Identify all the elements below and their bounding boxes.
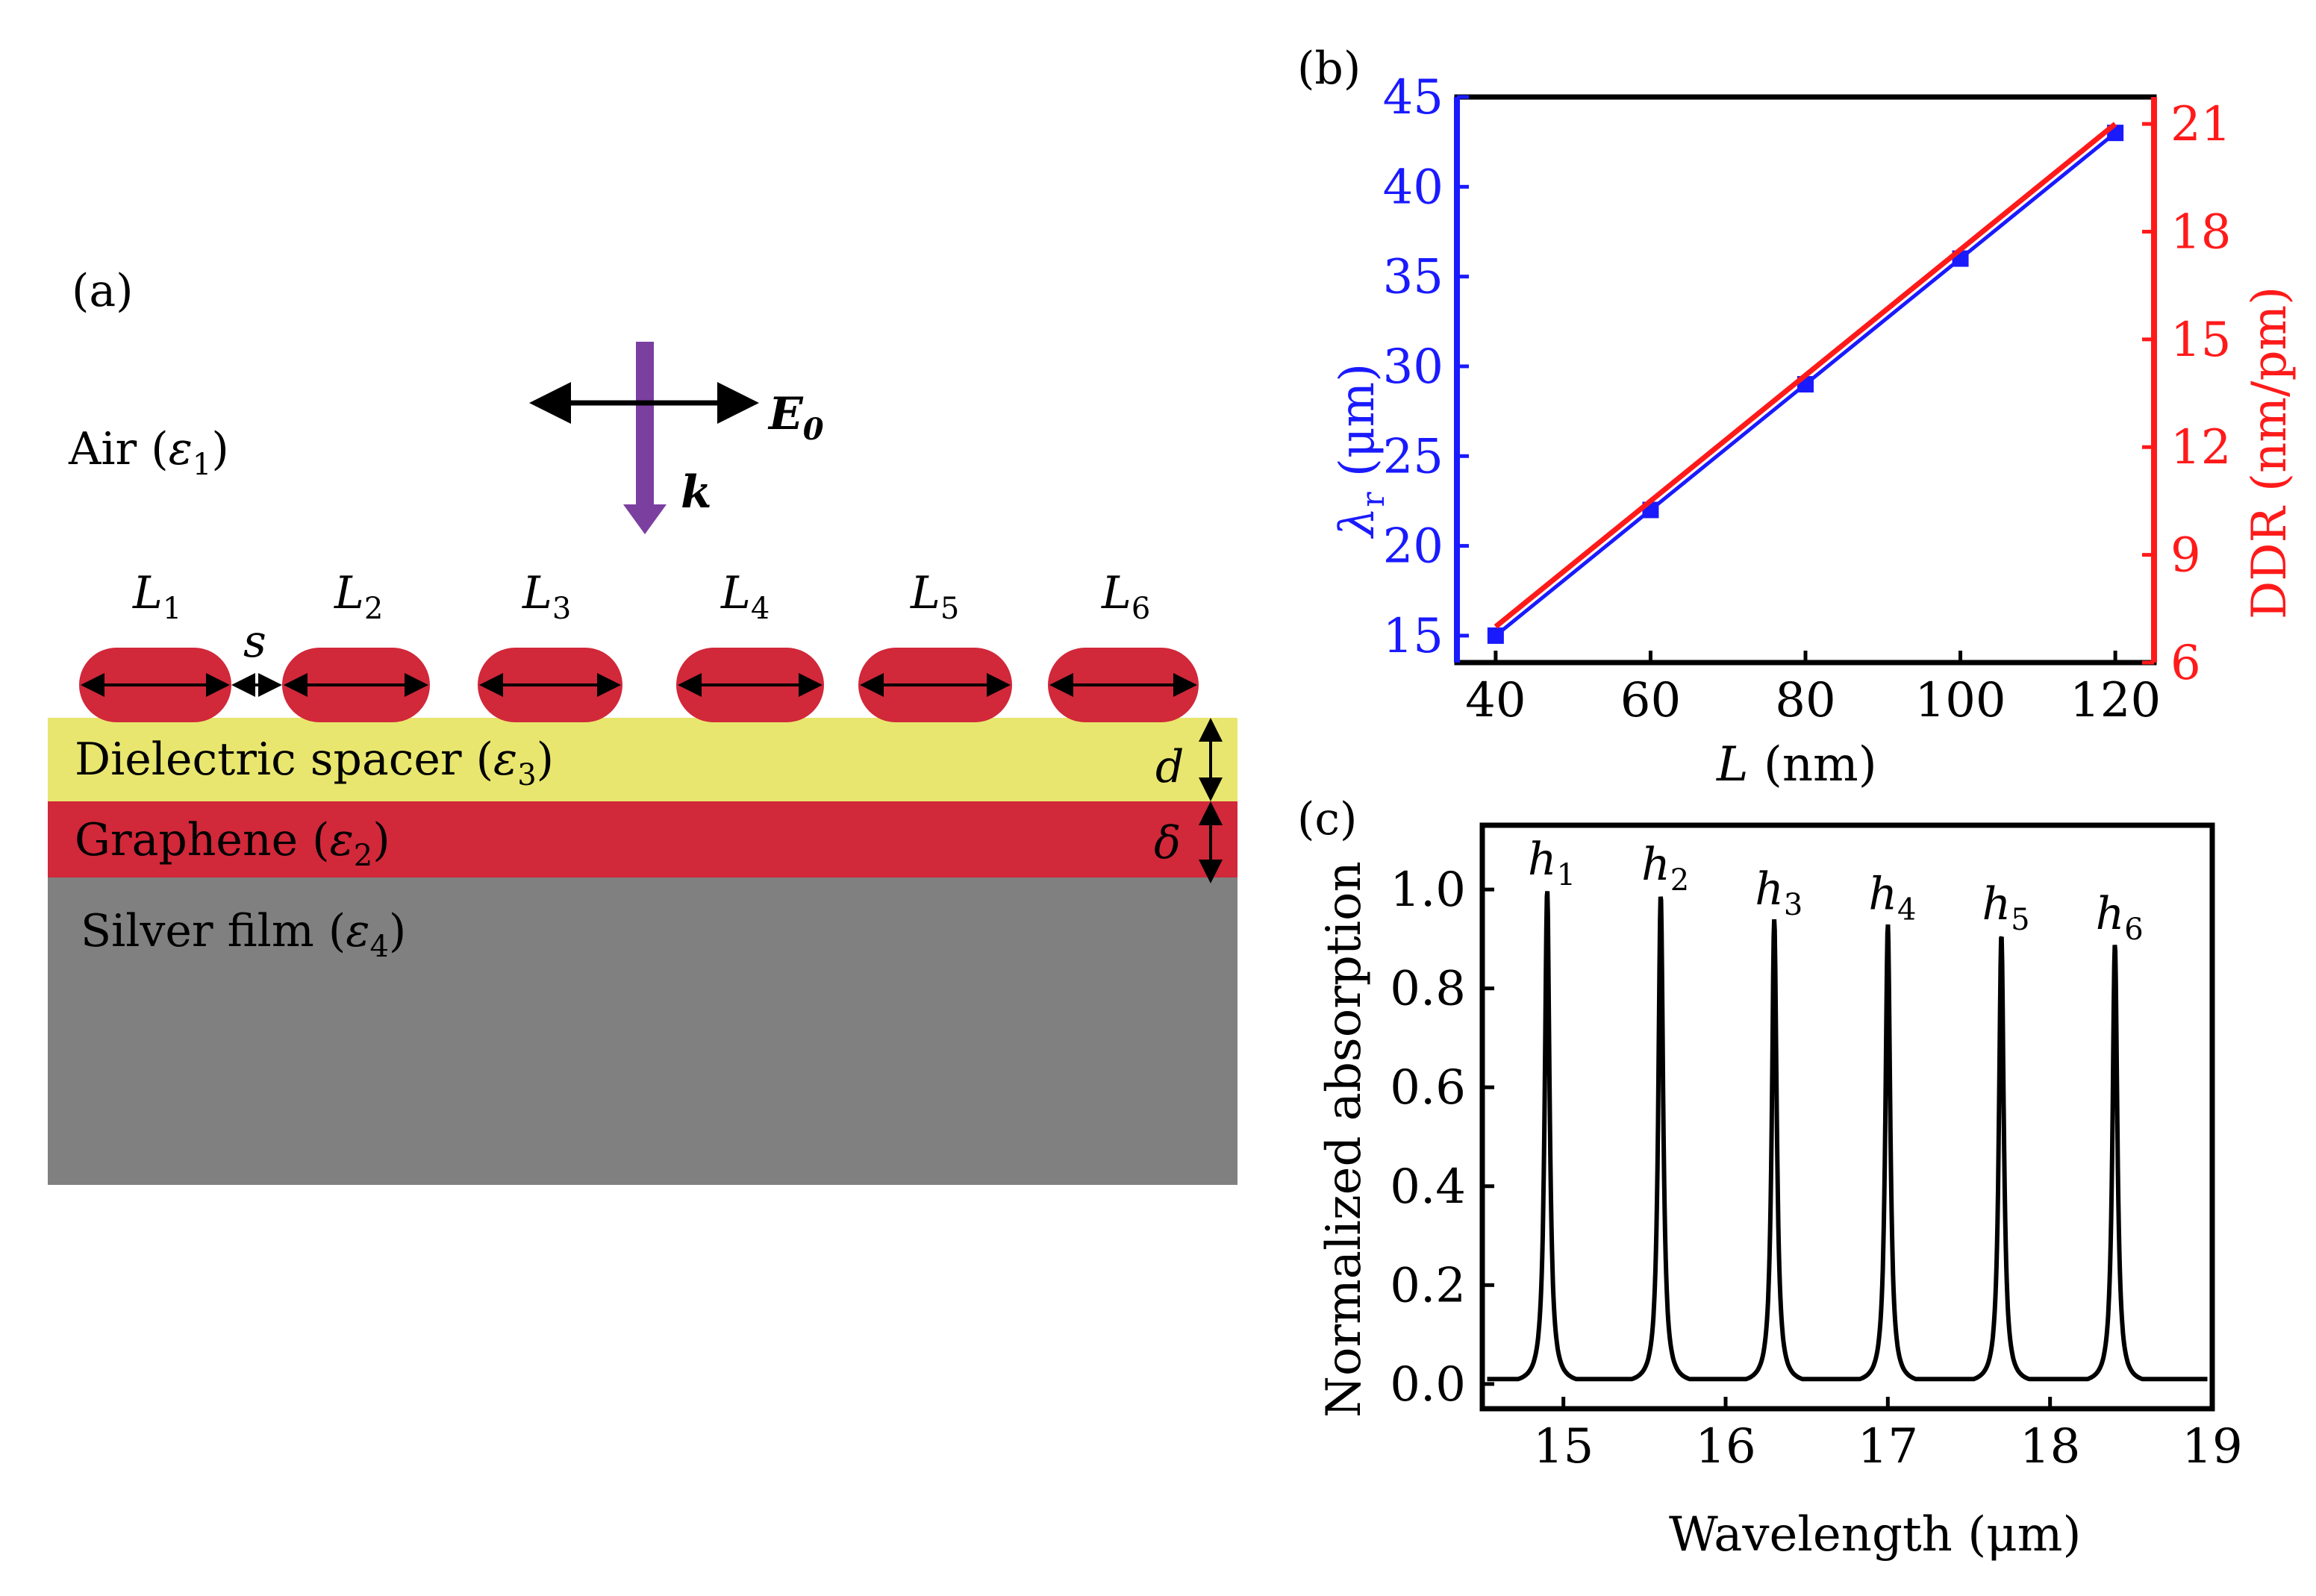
d-label: d — [1155, 741, 1184, 793]
x-tick-label: 19 — [2182, 1419, 2242, 1474]
x-ticks-b: 40 60 80 100 120 — [1465, 651, 2161, 728]
left-tick-label: 15 — [1383, 609, 1443, 664]
air-label: Air (ε1) — [68, 423, 229, 482]
x-tick-label: 80 — [1775, 673, 1835, 728]
right-tick-label: 15 — [2170, 313, 2231, 368]
peak-label: h2 — [1641, 839, 1689, 898]
spacer-label: Dielectric spacer (ε3) — [75, 733, 554, 792]
rod-label: L3 — [522, 567, 571, 626]
y-ticks-c: 0.0 0.2 0.4 0.6 0.8 1.0 — [1390, 863, 1494, 1412]
incident-beam: E0 k — [529, 342, 824, 534]
x-axis-label-c: Wavelength (μm) — [1669, 1507, 2081, 1562]
right-tick-label: 6 — [2170, 636, 2201, 691]
rod-labels: L1 L2 L3 L4 L5 L6 — [132, 567, 1150, 626]
x-tick-label: 15 — [1533, 1419, 1594, 1474]
panel-b: (b) 40 60 80 100 120 15 20 25 30 35 40 45 6 9 12 15 18… — [1297, 43, 2297, 792]
panel-a: (a) Air (ε1) E0 k L1 L2 L3 L4 L5 L6 — [48, 265, 1237, 1185]
k-label: k — [681, 466, 712, 519]
left-tick-label: 20 — [1383, 519, 1443, 575]
x-tick-label: 60 — [1620, 673, 1681, 728]
y-axis-label-c: Normalized absorption — [1317, 861, 1372, 1418]
peak-label: h6 — [2096, 888, 2144, 947]
peak-label: h1 — [1528, 833, 1576, 892]
peak-label: h5 — [1982, 878, 2029, 937]
x-ticks-c: 15 16 17 18 19 — [1533, 1397, 2243, 1474]
plot-frame-c — [1479, 822, 2215, 1412]
beam-arrowhead — [623, 504, 667, 534]
right-tick-label: 9 — [2170, 528, 2201, 583]
left-ticks-b: 15 20 25 30 35 40 45 — [1383, 70, 1469, 664]
right-tick-label: 21 — [2170, 97, 2231, 152]
series-b — [1487, 122, 2124, 644]
silver-film-layer — [48, 877, 1237, 1185]
graphene-label: Graphene (ε2) — [75, 814, 390, 873]
left-tick-label: 30 — [1383, 339, 1443, 395]
x-tick-label: 100 — [1914, 673, 2006, 728]
right-tick-label: 18 — [2170, 204, 2231, 260]
right-tick-label: 12 — [2170, 420, 2231, 475]
left-tick-label: 40 — [1383, 160, 1443, 215]
right-axis-label-b: DDR (nm/pm) — [2242, 287, 2297, 619]
e-field-label: E0 — [767, 388, 824, 447]
data-point — [1487, 627, 1504, 644]
x-tick-label: 120 — [2070, 673, 2161, 728]
rod-label: L5 — [910, 567, 959, 626]
delta-label: δ — [1154, 817, 1181, 869]
panel-a-label: (a) — [72, 265, 134, 317]
x-tick-label: 18 — [2020, 1419, 2080, 1474]
graphene-layer — [48, 801, 1237, 877]
rod-label: L1 — [132, 567, 181, 626]
x-tick-label: 16 — [1695, 1419, 1755, 1474]
left-tick-label: 45 — [1383, 70, 1443, 125]
y-tick-label: 0.2 — [1390, 1258, 1466, 1313]
beam-shaft — [636, 342, 654, 506]
y-tick-label: 1.0 — [1390, 863, 1466, 918]
panel-c-label: (c) — [1297, 793, 1357, 845]
dielectric-spacer-layer — [48, 718, 1237, 801]
left-tick-label: 25 — [1383, 429, 1443, 484]
y-tick-label: 0.8 — [1390, 962, 1466, 1017]
x-tick-label: 40 — [1465, 673, 1526, 728]
peak-label: h4 — [1868, 869, 1916, 927]
left-axis-label-b: λr (μm) — [1330, 363, 1391, 539]
panel-c: (c) 15 16 17 18 19 0.0 0.2 0.4 0.6 0.8 1.0 h1 h2 h3… — [1297, 793, 2243, 1562]
series-line-ddr — [1493, 122, 2117, 629]
rod-label: L6 — [1101, 567, 1150, 626]
absorption-curve — [1487, 891, 2208, 1382]
y-tick-label: 0.4 — [1390, 1160, 1466, 1215]
peak-labels: h1 h2 h3 h4 h5 h6 — [1528, 833, 2144, 947]
right-ticks-b: 6 9 12 15 18 21 — [2142, 97, 2231, 691]
rod-label: L4 — [720, 567, 770, 626]
left-tick-label: 35 — [1383, 250, 1443, 305]
x-axis-label-b: L (nm) — [1716, 737, 1877, 792]
panel-b-label: (b) — [1297, 43, 1361, 95]
y-tick-label: 0.0 — [1390, 1357, 1466, 1412]
rod-label: L2 — [334, 567, 383, 626]
y-tick-label: 0.6 — [1390, 1060, 1466, 1115]
peak-label: h3 — [1755, 863, 1802, 922]
silver-label: Silver film (ε4) — [81, 905, 406, 964]
x-tick-label: 17 — [1858, 1419, 1918, 1474]
gap-label: s — [243, 616, 266, 668]
